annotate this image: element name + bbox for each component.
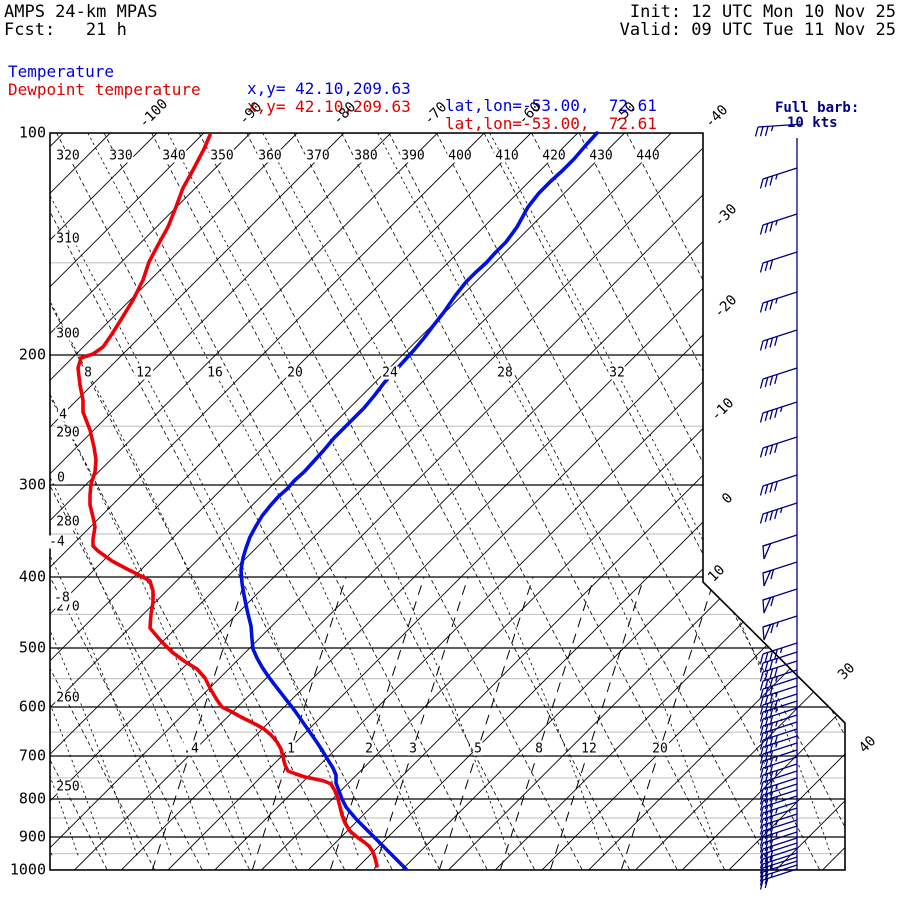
dry-adiabat-label: 350 — [209, 148, 235, 164]
dry-adiabat-label: 420 — [541, 148, 567, 164]
temperature-curve — [239, 131, 599, 871]
pressure-axis-label: 100 — [18, 123, 46, 142]
dry-adiabat-label: 300 — [55, 326, 81, 342]
moist-adiabat-label: -8 — [53, 590, 71, 606]
dry-adiabat-label: 410 — [494, 148, 520, 164]
dry-adiabat-label: 330 — [108, 148, 134, 164]
dewpoint-legend-label: Dewpoint temperature — [8, 80, 201, 99]
dry-adiabat-label: 440 — [635, 148, 661, 164]
mixing-ratio-label: 1 — [286, 741, 296, 757]
legend-temperature-row: Temperature x,y= 42.10,209.63 lat,lon=-5… — [0, 46, 657, 131]
moist-adiabat-label: 24 — [381, 365, 399, 381]
moist-adiabat-label: 32 — [608, 365, 626, 381]
wind-barb-legend-line1: Full barb: — [775, 100, 860, 116]
pressure-axis-label: 1000 — [9, 860, 46, 879]
moist-adiabat-label: 28 — [496, 365, 514, 381]
temperature-grid-xy: x,y= 42.10,209.63 — [247, 79, 411, 98]
dewpoint-grid-xy: x,y= 42.10,209.63 — [247, 97, 411, 116]
mixing-ratio-label: 12 — [580, 741, 598, 757]
moist-adiabat-label: 8 — [83, 365, 93, 381]
mixing-ratio-label: 20 — [651, 741, 669, 757]
moist-adiabat-label: 12 — [135, 365, 153, 381]
pressure-axis-label: 300 — [18, 475, 46, 494]
pressure-axis-label: 200 — [18, 345, 46, 364]
dry-adiabat-label: 390 — [400, 148, 426, 164]
legend-dewpoint-row: Dewpoint temperature x,y= 42.10,209.63 l… — [0, 64, 657, 149]
dry-adiabat-label: 430 — [588, 148, 614, 164]
init-time: Init: 12 UTC Mon 10 Nov 25 — [629, 2, 896, 22]
pressure-axis-label: 900 — [18, 827, 46, 846]
mixing-ratio-label: 2 — [364, 741, 374, 757]
temperature-legend-label: Temperature — [8, 62, 114, 81]
moist-adiabat-label: 0 — [56, 470, 66, 486]
temperature-latlon: lat,lon=-53.00, 72.61 — [445, 96, 657, 115]
wind-barb-column — [754, 123, 804, 890]
dry-adiabat-label: 260 — [55, 690, 81, 706]
mixing-ratio-label: 8 — [534, 741, 544, 757]
mixing-ratio-label: .4 — [182, 741, 200, 757]
dry-adiabat-label: 280 — [55, 514, 81, 530]
dry-adiabat-label: 340 — [161, 148, 187, 164]
moist-adiabat-label: 4 — [58, 407, 68, 423]
dry-adiabat-label: 370 — [305, 148, 331, 164]
moist-adiabat-label: -4 — [48, 534, 66, 550]
dewpoint-latlon: lat,lon=-53.00, 72.61 — [445, 114, 657, 133]
dewpoint-curve — [76, 133, 379, 868]
pressure-axis-label: 600 — [18, 697, 46, 716]
valid-time: Valid: 09 UTC Tue 11 Nov 25 — [619, 20, 896, 40]
moist-adiabat-label: 20 — [286, 365, 304, 381]
dry-adiabat-label: 250 — [55, 779, 81, 795]
dry-adiabat-label: 380 — [353, 148, 379, 164]
dry-adiabat-label: 360 — [257, 148, 283, 164]
mixing-ratio-label: 3 — [408, 741, 418, 757]
wind-barb-legend-line2: 10 kts — [787, 115, 838, 131]
pressure-axis-label: 800 — [18, 789, 46, 808]
moist-adiabat-label: 16 — [206, 365, 224, 381]
pressure-axis-label: 700 — [18, 746, 46, 765]
pressure-axis-label: 500 — [18, 638, 46, 657]
model-title: AMPS 24-km MPAS — [4, 2, 158, 22]
mixing-ratio-label: 5 — [473, 741, 483, 757]
forecast-hour: Fcst: 21 h — [4, 20, 127, 40]
dry-adiabat-label: 290 — [55, 425, 81, 441]
dry-adiabat-label: 320 — [55, 148, 81, 164]
pressure-axis-label: 400 — [18, 567, 46, 586]
dry-adiabat-label: 310 — [55, 231, 81, 247]
dry-adiabat-label: 400 — [447, 148, 473, 164]
